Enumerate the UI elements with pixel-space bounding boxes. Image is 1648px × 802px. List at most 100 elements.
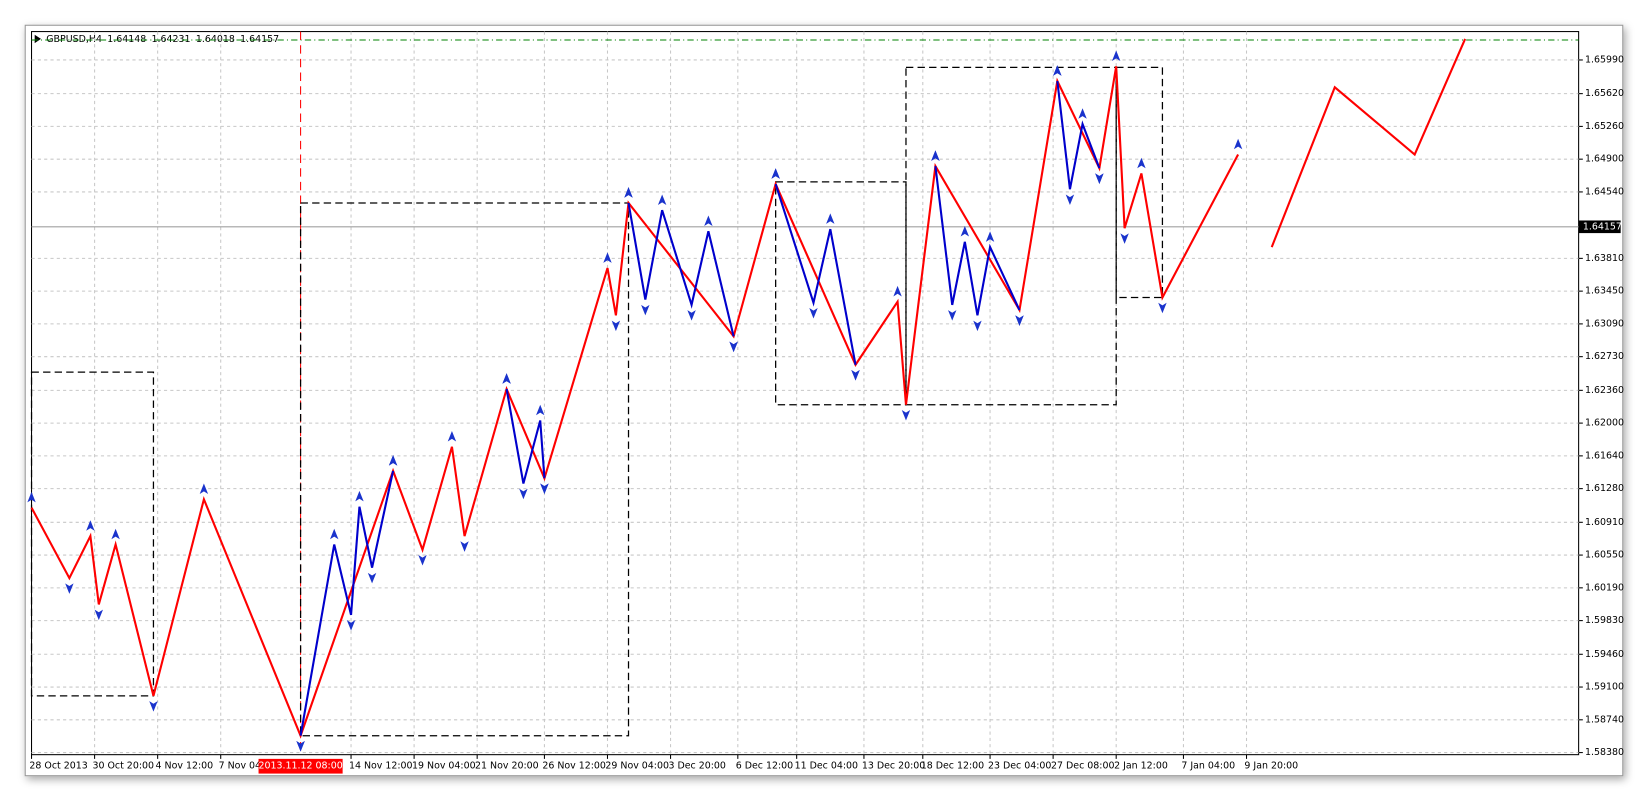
x-tick-label: 30 Oct 20:00 bbox=[92, 761, 154, 772]
fractal-arrow bbox=[296, 740, 305, 752]
x-tick-label: 9 Jan 20:00 bbox=[1244, 761, 1298, 772]
fractal-arrow bbox=[149, 701, 158, 712]
fractal-arrow bbox=[111, 528, 120, 540]
y-tick-label: 1.62730 bbox=[1585, 351, 1624, 362]
fractal-arrow bbox=[851, 370, 860, 381]
fractal-arrow bbox=[973, 320, 982, 332]
y-tick-label: 1.60550 bbox=[1585, 550, 1624, 561]
fractal-arrow bbox=[603, 252, 612, 263]
y-tick-label: 1.59100 bbox=[1585, 682, 1624, 693]
y-tick-label: 1.59460 bbox=[1585, 649, 1624, 660]
x-tick-label: 7 Nov 04:00 bbox=[219, 761, 277, 772]
fractal-arrow bbox=[611, 320, 621, 332]
fractal-arrow bbox=[460, 541, 469, 552]
fractal-arrow bbox=[519, 488, 528, 500]
x-tick-label: 23 Dec 04:00 bbox=[988, 761, 1051, 772]
fractal-arrow bbox=[1095, 173, 1104, 184]
fractal-arrow bbox=[771, 168, 780, 179]
y-tick-label: 1.60190 bbox=[1585, 582, 1624, 593]
y-tick-label: 1.61280 bbox=[1585, 483, 1624, 494]
fractal-arrow bbox=[931, 150, 940, 161]
x-tick-label: 3 Dec 20:00 bbox=[668, 761, 725, 772]
fractal-arrow bbox=[1158, 302, 1167, 314]
fractal-arrow bbox=[1111, 50, 1121, 61]
y-tick-label: 1.63810 bbox=[1585, 253, 1624, 264]
x-tick-label: 14 Nov 12:00 bbox=[349, 761, 413, 772]
x-tick-label: 4 Nov 12:00 bbox=[156, 761, 214, 772]
y-tick-label: 1.59830 bbox=[1585, 615, 1624, 626]
x-tick-label: 29 Nov 04:00 bbox=[605, 761, 669, 772]
range-box bbox=[905, 66, 1117, 406]
fractal-arrow bbox=[346, 620, 356, 631]
x-tick-label: 19 Nov 04:00 bbox=[412, 761, 476, 772]
x-tick-label: 6 Dec 12:00 bbox=[736, 761, 793, 772]
fractal-arrow bbox=[330, 528, 339, 540]
y-tick-label: 1.64540 bbox=[1585, 186, 1624, 197]
y-tick-label: 1.64900 bbox=[1585, 154, 1624, 165]
x-tick-label: 26 Nov 12:00 bbox=[542, 761, 606, 772]
y-tick-label: 1.65990 bbox=[1585, 54, 1624, 65]
time-marker-label: 2013.11.12 08:00 bbox=[258, 761, 342, 772]
x-tick-label: 2 Jan 12:00 bbox=[1114, 761, 1168, 772]
range-box bbox=[775, 181, 907, 406]
x-tick-label: 13 Dec 20:00 bbox=[862, 761, 925, 772]
fractal-arrow bbox=[447, 431, 457, 442]
ohlc-value: 1.64231 bbox=[152, 33, 191, 44]
range-box bbox=[299, 202, 630, 737]
y-tick-label: 1.58740 bbox=[1585, 714, 1624, 725]
zigzag-line bbox=[1270, 38, 1467, 248]
ohlc-value: 1.64018 bbox=[196, 33, 235, 44]
fractal-arrow bbox=[540, 483, 549, 495]
x-tick-label: 18 Dec 12:00 bbox=[921, 761, 984, 772]
fractal-arrow bbox=[901, 409, 911, 421]
y-tick-label: 1.65260 bbox=[1585, 121, 1624, 132]
y-tick-label: 1.61640 bbox=[1585, 450, 1624, 461]
fractal-arrow bbox=[1120, 233, 1129, 244]
y-tick-label: 1.60910 bbox=[1585, 517, 1624, 528]
fractal-arrow bbox=[502, 373, 511, 384]
fractal-arrow bbox=[1015, 315, 1024, 326]
y-tick-label: 1.65620 bbox=[1585, 88, 1624, 99]
zigzag-line bbox=[299, 80, 1101, 736]
header-icon bbox=[34, 34, 41, 44]
fractal-arrow bbox=[388, 455, 398, 466]
fractal-arrow bbox=[687, 310, 696, 321]
fractal-arrow bbox=[94, 609, 103, 621]
time-marker-bg bbox=[258, 758, 343, 774]
fractal-arrow bbox=[367, 572, 377, 584]
y-tick-label: 1.63090 bbox=[1585, 318, 1624, 329]
fractal-arrow bbox=[65, 583, 74, 594]
fractal-arrow bbox=[657, 194, 667, 205]
x-tick-label: 11 Dec 04:00 bbox=[795, 761, 858, 772]
fractal-arrow bbox=[826, 213, 835, 224]
fractal-arrow bbox=[809, 308, 818, 319]
symbol: GBPUSD,H4 bbox=[46, 33, 102, 44]
fractal-arrow bbox=[704, 215, 713, 226]
bid-label: 1.64157 bbox=[1583, 221, 1622, 232]
fractal-arrow bbox=[641, 304, 650, 316]
fractal-arrow bbox=[1233, 138, 1243, 150]
chart-header: GBPUSD,H4 1.64148 1.64231 1.64018 1.64157 bbox=[46, 33, 279, 44]
bid-label-bg bbox=[1578, 220, 1621, 234]
x-tick-label: 28 Oct 2013 bbox=[29, 761, 87, 772]
fractal-arrow bbox=[893, 285, 902, 297]
zigzag-line bbox=[30, 66, 1240, 739]
ohlc-value: 1.64157 bbox=[240, 33, 279, 44]
fractal-arrow bbox=[729, 341, 738, 353]
x-tick-label: 27 Dec 08:00 bbox=[1051, 761, 1114, 772]
x-tick-label: 7 Jan 04:00 bbox=[1181, 761, 1235, 772]
y-tick-label: 1.62000 bbox=[1585, 418, 1624, 429]
fractal-arrow bbox=[1078, 108, 1087, 119]
fractal-arrow bbox=[948, 310, 957, 321]
fractal-arrow bbox=[1053, 65, 1062, 76]
fractal-arrow bbox=[86, 520, 95, 531]
y-tick-label: 1.63450 bbox=[1585, 286, 1624, 297]
fractal-arrow bbox=[355, 490, 364, 502]
fractal-arrow bbox=[536, 404, 545, 416]
y-tick-label: 1.62360 bbox=[1585, 385, 1624, 396]
y-tick-label: 1.58380 bbox=[1585, 747, 1624, 758]
x-tick-label: 21 Nov 20:00 bbox=[475, 761, 539, 772]
fractal-arrow bbox=[985, 231, 995, 242]
plot-area bbox=[31, 31, 1580, 756]
